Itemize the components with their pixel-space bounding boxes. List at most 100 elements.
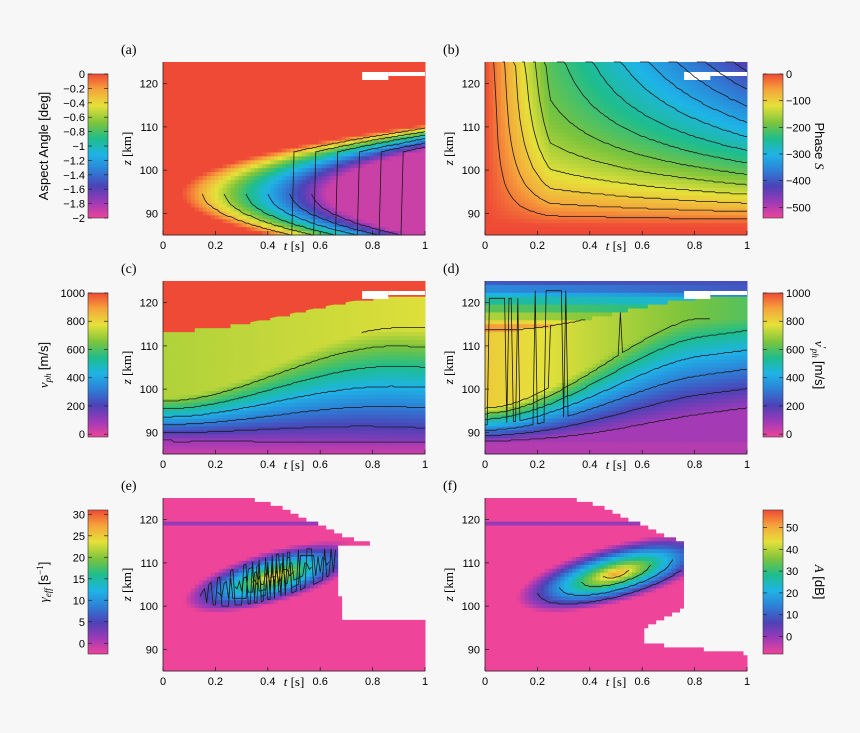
heatmap-cell bbox=[278, 172, 283, 177]
heatmap-cell bbox=[218, 136, 224, 142]
heatmap-cell bbox=[242, 179, 247, 185]
heatmap-cell bbox=[166, 132, 172, 138]
heatmap-cell bbox=[496, 85, 502, 91]
heatmap-cell bbox=[409, 109, 414, 114]
heatmap-cell bbox=[608, 93, 613, 98]
heatmap-cell bbox=[345, 132, 351, 138]
heatmap-cell bbox=[282, 215, 287, 220]
heatmap-cell bbox=[488, 160, 494, 165]
heatmap-cell bbox=[647, 156, 653, 161]
heatmap-cell bbox=[163, 231, 168, 236]
heatmap-cell bbox=[258, 187, 263, 193]
heatmap-cell bbox=[524, 144, 530, 149]
heatmap-cell bbox=[242, 164, 247, 169]
heatmap-cell bbox=[421, 195, 426, 201]
heatmap-cell bbox=[524, 97, 530, 102]
heatmap-cell bbox=[631, 85, 637, 91]
heatmap-cell bbox=[258, 152, 263, 157]
heatmap-cell bbox=[341, 156, 347, 161]
heatmap-cell bbox=[532, 93, 538, 98]
heatmap-cell bbox=[353, 85, 359, 91]
heatmap-cell bbox=[250, 176, 255, 181]
heatmap-cell bbox=[329, 148, 335, 153]
heatmap-cell bbox=[206, 203, 212, 208]
heatmap-cell bbox=[421, 215, 426, 220]
heatmap-cell bbox=[182, 215, 188, 220]
heatmap-cell bbox=[202, 97, 208, 102]
heatmap-cell bbox=[548, 148, 553, 153]
heatmap-cell bbox=[600, 101, 605, 106]
heatmap-cell bbox=[635, 156, 641, 161]
heatmap-cell bbox=[393, 195, 398, 201]
heatmap-cell bbox=[413, 207, 418, 212]
heatmap-cell bbox=[512, 117, 518, 122]
heatmap-cell bbox=[305, 199, 311, 205]
heatmap-cell bbox=[198, 89, 204, 94]
heatmap-cell bbox=[163, 144, 168, 149]
heatmap-cell bbox=[596, 136, 601, 142]
heatmap-cell bbox=[166, 65, 172, 71]
heatmap-cell bbox=[389, 227, 394, 232]
heatmap-cell bbox=[651, 164, 657, 169]
heatmap-cell bbox=[226, 128, 231, 134]
heatmap-cell bbox=[234, 81, 239, 87]
heatmap-cell bbox=[166, 81, 172, 87]
heatmap-cell bbox=[409, 179, 414, 185]
heatmap-cell bbox=[604, 199, 609, 205]
heatmap-cell bbox=[560, 152, 565, 157]
heatmap-cell bbox=[282, 140, 287, 146]
heatmap-cell bbox=[616, 207, 621, 212]
heatmap-cell bbox=[333, 124, 339, 130]
heatmap-cell bbox=[210, 128, 216, 134]
heatmap-cell bbox=[520, 207, 526, 212]
heatmap-cell bbox=[361, 227, 366, 232]
heatmap-cell bbox=[556, 136, 561, 142]
heatmap-cell bbox=[612, 211, 617, 216]
heatmap-cell bbox=[540, 148, 546, 153]
heatmap-cell bbox=[309, 211, 315, 216]
heatmap-cell bbox=[385, 140, 390, 146]
heatmap-cell bbox=[357, 156, 362, 161]
heatmap-cell bbox=[500, 101, 506, 106]
heatmap-cell bbox=[389, 77, 394, 83]
heatmap-cell bbox=[643, 164, 649, 169]
heatmap-cell bbox=[572, 195, 577, 201]
heatmap-cell bbox=[170, 140, 176, 146]
heatmap-cell bbox=[286, 113, 291, 118]
heatmap-cell bbox=[504, 183, 510, 189]
heatmap-cell bbox=[608, 156, 613, 161]
heatmap-cell bbox=[250, 140, 255, 146]
heatmap-cell bbox=[357, 215, 362, 220]
heatmap-cell bbox=[580, 85, 585, 91]
heatmap-cell bbox=[576, 109, 581, 114]
heatmap-cell bbox=[524, 164, 530, 169]
heatmap-cell bbox=[421, 172, 426, 177]
heatmap-cell bbox=[397, 89, 402, 94]
heatmap-cell bbox=[588, 73, 593, 79]
heatmap-cell bbox=[532, 97, 538, 102]
heatmap-cell bbox=[421, 77, 426, 83]
heatmap-cell bbox=[369, 148, 374, 153]
heatmap-cell bbox=[496, 207, 502, 212]
heatmap-cell bbox=[309, 183, 315, 189]
heatmap-cell bbox=[345, 223, 351, 228]
heatmap-cell bbox=[345, 105, 351, 110]
heatmap-cell bbox=[385, 164, 390, 169]
heatmap-cell bbox=[627, 164, 633, 169]
y-axis-label: z [km] bbox=[119, 132, 134, 167]
heatmap-cell bbox=[238, 199, 243, 205]
heatmap-cell bbox=[369, 124, 374, 130]
heatmap-cell bbox=[413, 132, 418, 138]
heatmap-cell bbox=[568, 69, 573, 75]
heatmap-cell bbox=[325, 199, 331, 205]
contour-line bbox=[223, 130, 426, 236]
heatmap-cell bbox=[564, 152, 569, 157]
heatmap-cell bbox=[516, 62, 522, 67]
heatmap-cell bbox=[528, 148, 534, 153]
heatmap-cell bbox=[409, 227, 414, 232]
heatmap-cell bbox=[349, 179, 355, 185]
heatmap-cell bbox=[313, 164, 319, 169]
heatmap-cell bbox=[270, 97, 275, 102]
heatmap-cell bbox=[576, 77, 581, 83]
heatmap-cell bbox=[576, 89, 581, 94]
